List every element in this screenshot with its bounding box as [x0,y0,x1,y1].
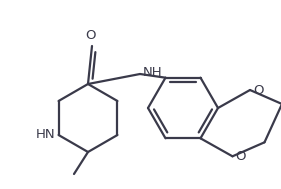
Text: O: O [235,150,246,163]
Text: O: O [86,29,96,42]
Text: HN: HN [36,129,56,142]
Text: O: O [253,84,264,97]
Text: NH: NH [143,67,163,80]
